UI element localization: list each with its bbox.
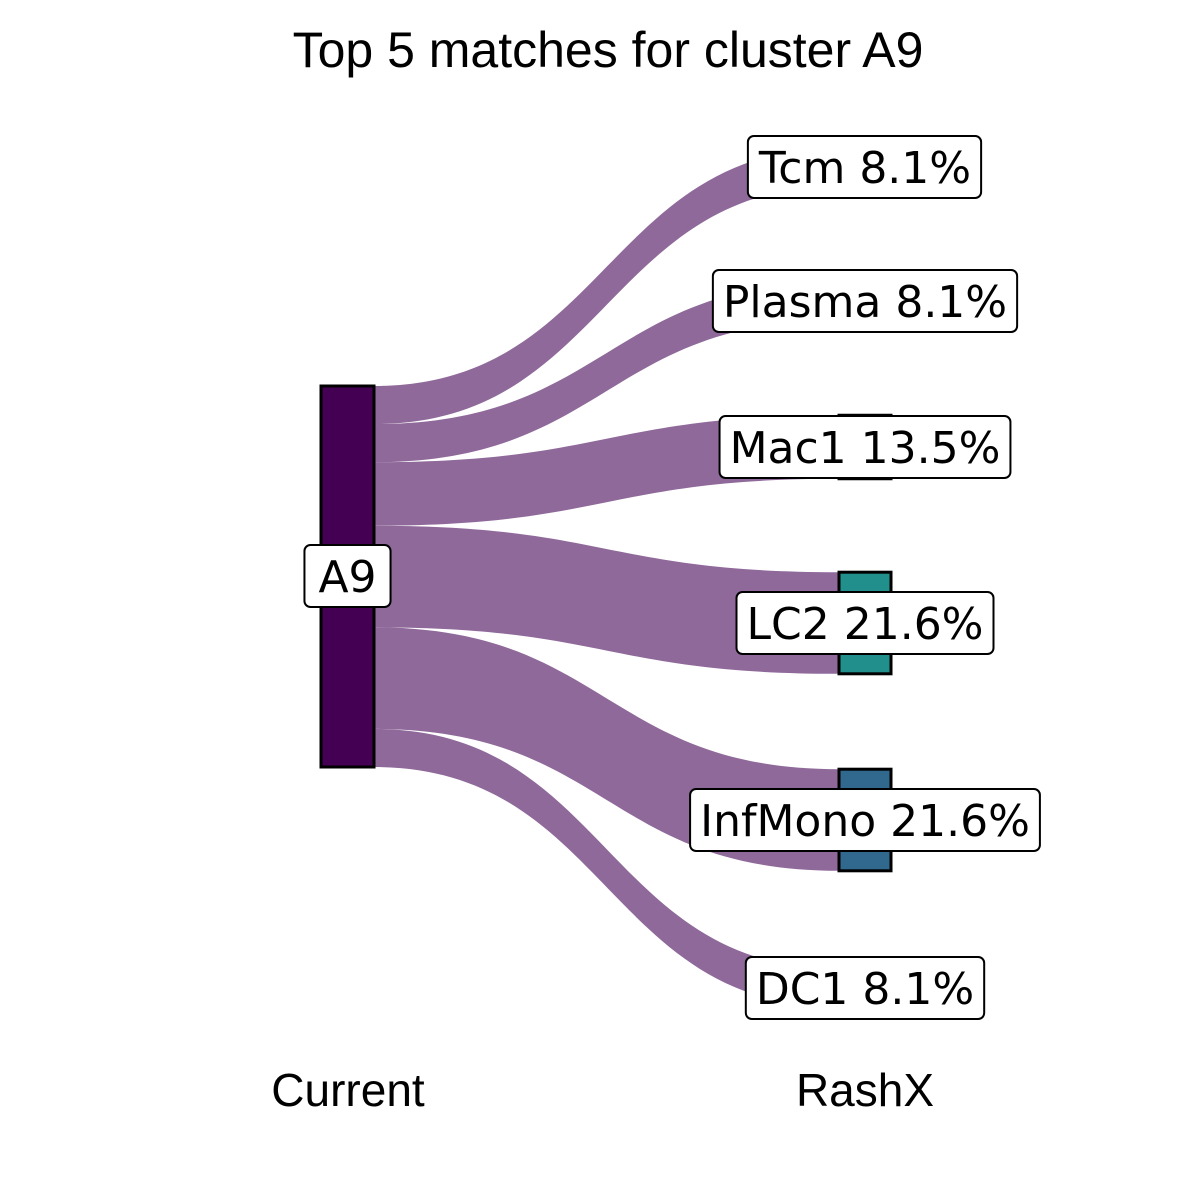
label-text-dc1: DC1 8.1% [756,964,974,1015]
label-box-mac1 [718,415,1012,479]
label-text-lc2: LC2 21.6% [747,599,984,650]
label-text-mac1: Mac1 13.5% [730,423,1001,474]
axis-label-rashx: RashX [796,1064,934,1116]
flow-dc1 [374,728,839,1008]
label-text-plasma: Plasma 8.1% [723,277,1007,328]
flow-tcm [374,147,839,425]
label-box-tcm [746,135,983,199]
chart-title: Top 5 matches for cluster A9 [293,22,924,78]
axis-label-current: Current [271,1064,425,1116]
label-box-dc1 [744,956,986,1020]
label-infmono: InfMono 21.6% [689,788,1041,852]
label-source-a9: A9 [303,544,392,608]
label-mac1: Mac1 13.5% [718,415,1012,479]
label-box-infmono [689,788,1041,852]
label-text-tcm: Tcm 8.1% [758,143,971,194]
label-text-source: A9 [318,552,376,603]
label-text-infmono: InfMono 21.6% [700,796,1030,847]
labels-group: Tcm 8.1% Plasma 8.1% Mac1 13.5% LC2 21.6% In… [303,135,1041,1020]
label-tcm: Tcm 8.1% [746,135,983,199]
label-box-lc2 [735,591,995,655]
flow-lc2 [374,525,839,674]
label-box-source [303,544,392,608]
label-plasma: Plasma 8.1% [711,269,1019,333]
label-dc1: DC1 8.1% [744,956,986,1020]
label-lc2: LC2 21.6% [735,591,995,655]
label-box-plasma [711,269,1019,333]
